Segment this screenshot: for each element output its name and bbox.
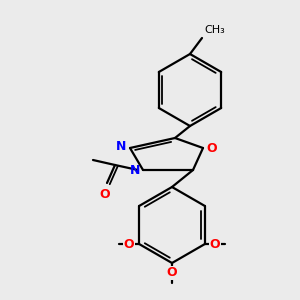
- Text: O: O: [210, 238, 220, 250]
- Text: O: O: [124, 238, 134, 250]
- Text: CH₃: CH₃: [204, 25, 225, 35]
- Text: O: O: [206, 142, 217, 154]
- Text: N: N: [130, 164, 140, 178]
- Text: O: O: [167, 266, 177, 280]
- Text: O: O: [100, 188, 110, 201]
- Text: N: N: [116, 140, 126, 154]
